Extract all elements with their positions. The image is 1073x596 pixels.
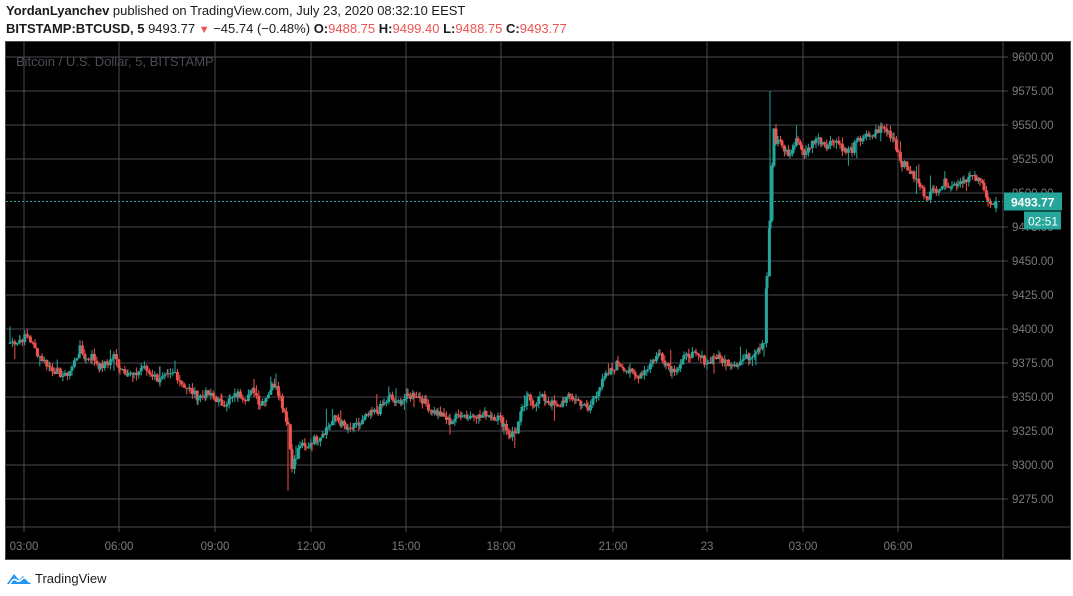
time-tick-label: 06:00 — [884, 541, 913, 553]
tradingview-logo-icon — [7, 574, 31, 585]
high-label: H: — [378, 21, 393, 36]
candlestick-chart[interactable]: 9600.009575.009550.009525.009500.009475.… — [6, 42, 1070, 559]
grid-lines — [6, 42, 1003, 527]
price-tick-label: 9275.00 — [1012, 494, 1054, 506]
time-tick-label: 18:00 — [487, 541, 516, 553]
candles — [8, 91, 998, 491]
bar-countdown-label: 02:51 — [1024, 211, 1061, 230]
low-label: L: — [443, 21, 456, 36]
svg-text:9493.77: 9493.77 — [1011, 195, 1055, 209]
price-tick-label: 9550.00 — [1012, 120, 1054, 132]
time-tick-label: 15:00 — [392, 541, 421, 553]
price-tick-label: 9350.00 — [1012, 392, 1054, 404]
price-tick-label: 9600.00 — [1012, 52, 1054, 64]
published-text: published on TradingView.com, July 23, 2… — [109, 3, 466, 18]
time-tick-label: 06:00 — [105, 541, 134, 553]
time-tick-label: 09:00 — [201, 541, 230, 553]
open-value: 9488.75 — [328, 21, 376, 36]
time-tick-label: 03:00 — [10, 541, 39, 553]
footer-brand[interactable]: TradingView — [6, 568, 107, 588]
time-tick-label: 23 — [701, 541, 714, 553]
price-tick-label: 9425.00 — [1012, 290, 1054, 302]
open-label: O: — [313, 21, 329, 36]
symbol-label: BITSTAMP:BTCUSD, 5 — [6, 21, 145, 36]
price-tick-label: 9300.00 — [1012, 460, 1054, 472]
footer-brand-label: TradingView — [35, 570, 107, 586]
price-change: −45.74 (−0.48%) — [213, 21, 311, 36]
chart-watermark: Bitcoin / U.S. Dollar, 5, BITSTAMP — [16, 54, 214, 69]
close-value: 9493.77 — [519, 21, 567, 36]
price-tick-label: 9375.00 — [1012, 358, 1054, 370]
last-price: 9493.77 — [148, 21, 196, 36]
current-price-label: 9493.77 — [1004, 192, 1062, 211]
time-tick-label: 03:00 — [789, 541, 818, 553]
chart-pane[interactable]: 9600.009575.009550.009525.009500.009475.… — [5, 41, 1071, 560]
time-tick-label: 21:00 — [599, 541, 628, 553]
publish-info: YordanLyanchev published on TradingView.… — [6, 3, 465, 18]
svg-text:02:51: 02:51 — [1028, 214, 1058, 228]
price-tick-label: 9400.00 — [1012, 324, 1054, 336]
high-value: 9499.40 — [392, 21, 440, 36]
symbol-legend: BITSTAMP:BTCUSD, 5 9493.77 ▼ −45.74 (−0.… — [6, 21, 567, 36]
author-name[interactable]: YordanLyanchev — [6, 3, 110, 18]
low-value: 9488.75 — [455, 21, 503, 36]
price-tick-label: 9525.00 — [1012, 154, 1054, 166]
time-axis[interactable]: 03:00 06:00 09:00 12:00 15:00 18:00 21:00 23 03:… — [10, 527, 913, 553]
down-arrow-icon: ▼ — [198, 24, 210, 36]
price-tick-label: 9325.00 — [1012, 426, 1054, 438]
price-axis[interactable]: 9600.009575.009550.009525.009500.009475.… — [1003, 52, 1054, 506]
time-tick-label: 12:00 — [297, 541, 326, 553]
price-tick-label: 9450.00 — [1012, 256, 1054, 268]
price-tick-label: 9575.00 — [1012, 86, 1054, 98]
close-label: C: — [506, 21, 520, 36]
